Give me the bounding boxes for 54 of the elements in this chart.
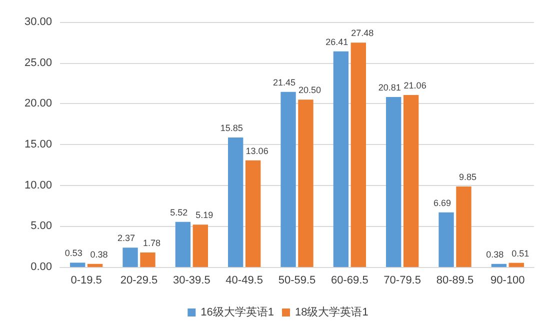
bar [192, 224, 208, 267]
bar [491, 264, 507, 267]
bar [350, 42, 366, 267]
x-tick-label: 30-39.5 [173, 274, 210, 286]
data-label: 0.51 [512, 248, 530, 258]
data-label: 21.06 [404, 80, 426, 91]
data-label: 26.41 [326, 36, 348, 47]
legend-label: 16级大学英语1 [200, 306, 274, 318]
data-label: 21.45 [273, 77, 296, 88]
bar [140, 252, 156, 267]
data-label: 0.38 [486, 249, 504, 260]
data-label: 9.85 [458, 172, 476, 182]
x-tick-label: 90-100 [490, 274, 525, 286]
bar [298, 100, 314, 267]
bar [175, 222, 191, 267]
data-label: 20.50 [298, 85, 321, 96]
data-label: 1.78 [142, 238, 160, 248]
bar [438, 212, 454, 267]
x-tick-label: 0-19.5 [70, 274, 102, 286]
data-label: 27.48 [351, 28, 374, 38]
y-tick-label: 30.00 [24, 16, 52, 28]
y-tick-label: 25.00 [24, 56, 52, 69]
bar [87, 264, 103, 267]
bar [122, 248, 138, 267]
x-tick-label: 40-49.5 [226, 274, 263, 286]
data-label: 13.06 [246, 146, 268, 156]
bar [70, 262, 86, 267]
y-tick-label: 15.00 [24, 138, 52, 150]
y-tick-label: 10.00 [24, 179, 52, 192]
bar [333, 51, 349, 267]
x-tick-label: 70-79.5 [384, 274, 421, 286]
x-tick-label: 80-89.5 [436, 274, 474, 286]
x-tick-label: 20-29.5 [120, 274, 158, 286]
bar [456, 186, 472, 267]
legend-label: 18级大学英语1 [295, 306, 368, 318]
data-label: 20.81 [378, 82, 401, 93]
data-label: 0.38 [90, 249, 108, 260]
y-tick-label: 0.00 [30, 261, 52, 273]
data-label: 5.52 [170, 207, 188, 218]
bar [508, 262, 524, 267]
bar [228, 138, 244, 267]
bar [403, 95, 419, 267]
data-label: 15.85 [220, 123, 243, 134]
data-label: 5.19 [196, 210, 214, 220]
x-tick-label: 60-69.5 [331, 274, 368, 286]
y-tick-label: 5.00 [30, 220, 52, 232]
y-tick-label: 20.00 [24, 98, 52, 110]
bar [386, 97, 402, 267]
x-tick-label: 50-59.5 [278, 274, 316, 286]
data-label: 0.53 [64, 248, 82, 258]
bar [245, 160, 261, 267]
data-label: 6.69 [434, 198, 452, 208]
data-label: 2.37 [118, 233, 136, 244]
bar [280, 92, 296, 267]
